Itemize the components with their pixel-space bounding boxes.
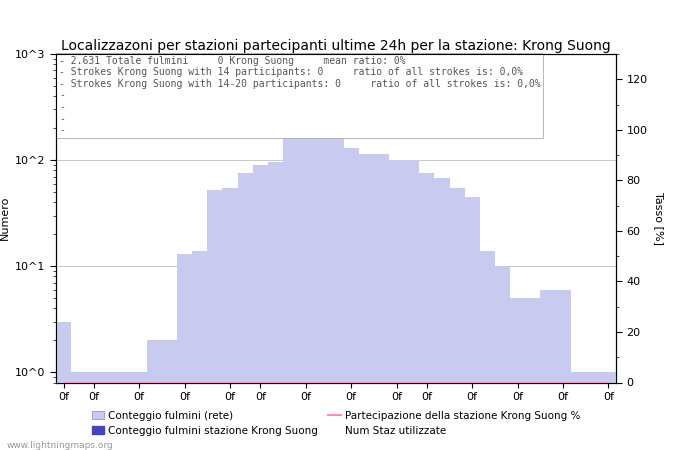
Bar xyxy=(525,298,540,450)
Bar xyxy=(404,160,419,450)
Bar xyxy=(102,372,116,450)
Y-axis label: Tasso [%]: Tasso [%] xyxy=(654,192,664,245)
Bar xyxy=(116,372,132,450)
Bar xyxy=(298,124,314,450)
Bar xyxy=(586,372,601,450)
Bar xyxy=(344,148,358,450)
Bar xyxy=(56,322,71,450)
Text: - 2.631 Totale fulmini     0 Krong Suong     mean ratio: 0%
- Strokes Krong Suon: - 2.631 Totale fulmini 0 Krong Suong mea… xyxy=(59,56,540,135)
Bar xyxy=(314,120,328,450)
Bar xyxy=(556,290,570,450)
Bar xyxy=(193,251,207,450)
Bar xyxy=(540,290,556,450)
Bar xyxy=(510,298,525,450)
Y-axis label: Numero: Numero xyxy=(0,196,10,240)
Bar xyxy=(162,340,177,450)
Bar xyxy=(374,153,389,450)
Bar xyxy=(358,153,374,450)
Bar xyxy=(328,116,344,450)
Bar xyxy=(253,165,268,450)
Bar xyxy=(601,372,616,450)
Bar xyxy=(480,251,495,450)
Bar xyxy=(389,160,404,450)
Bar xyxy=(570,372,586,450)
Bar xyxy=(449,188,465,450)
Bar xyxy=(177,254,192,450)
Bar xyxy=(207,190,223,450)
Legend: Conteggio fulmini (rete), Conteggio fulmini stazione Krong Suong, Partecipazione: Conteggio fulmini (rete), Conteggio fulm… xyxy=(92,410,580,436)
Bar xyxy=(237,173,253,450)
Bar xyxy=(86,372,101,450)
Title: Localizzazoni per stazioni partecipanti ultime 24h per la stazione: Krong Suong: Localizzazoni per stazioni partecipanti … xyxy=(61,39,611,53)
Bar xyxy=(71,372,86,450)
Text: www.lightningmaps.org: www.lightningmaps.org xyxy=(7,441,113,450)
Bar xyxy=(223,188,237,450)
Bar xyxy=(147,340,162,450)
Bar xyxy=(419,173,435,450)
Bar xyxy=(132,372,147,450)
Bar xyxy=(465,197,480,450)
Bar xyxy=(435,178,449,450)
Bar xyxy=(495,266,510,450)
Bar xyxy=(268,162,283,450)
Bar xyxy=(283,133,298,450)
